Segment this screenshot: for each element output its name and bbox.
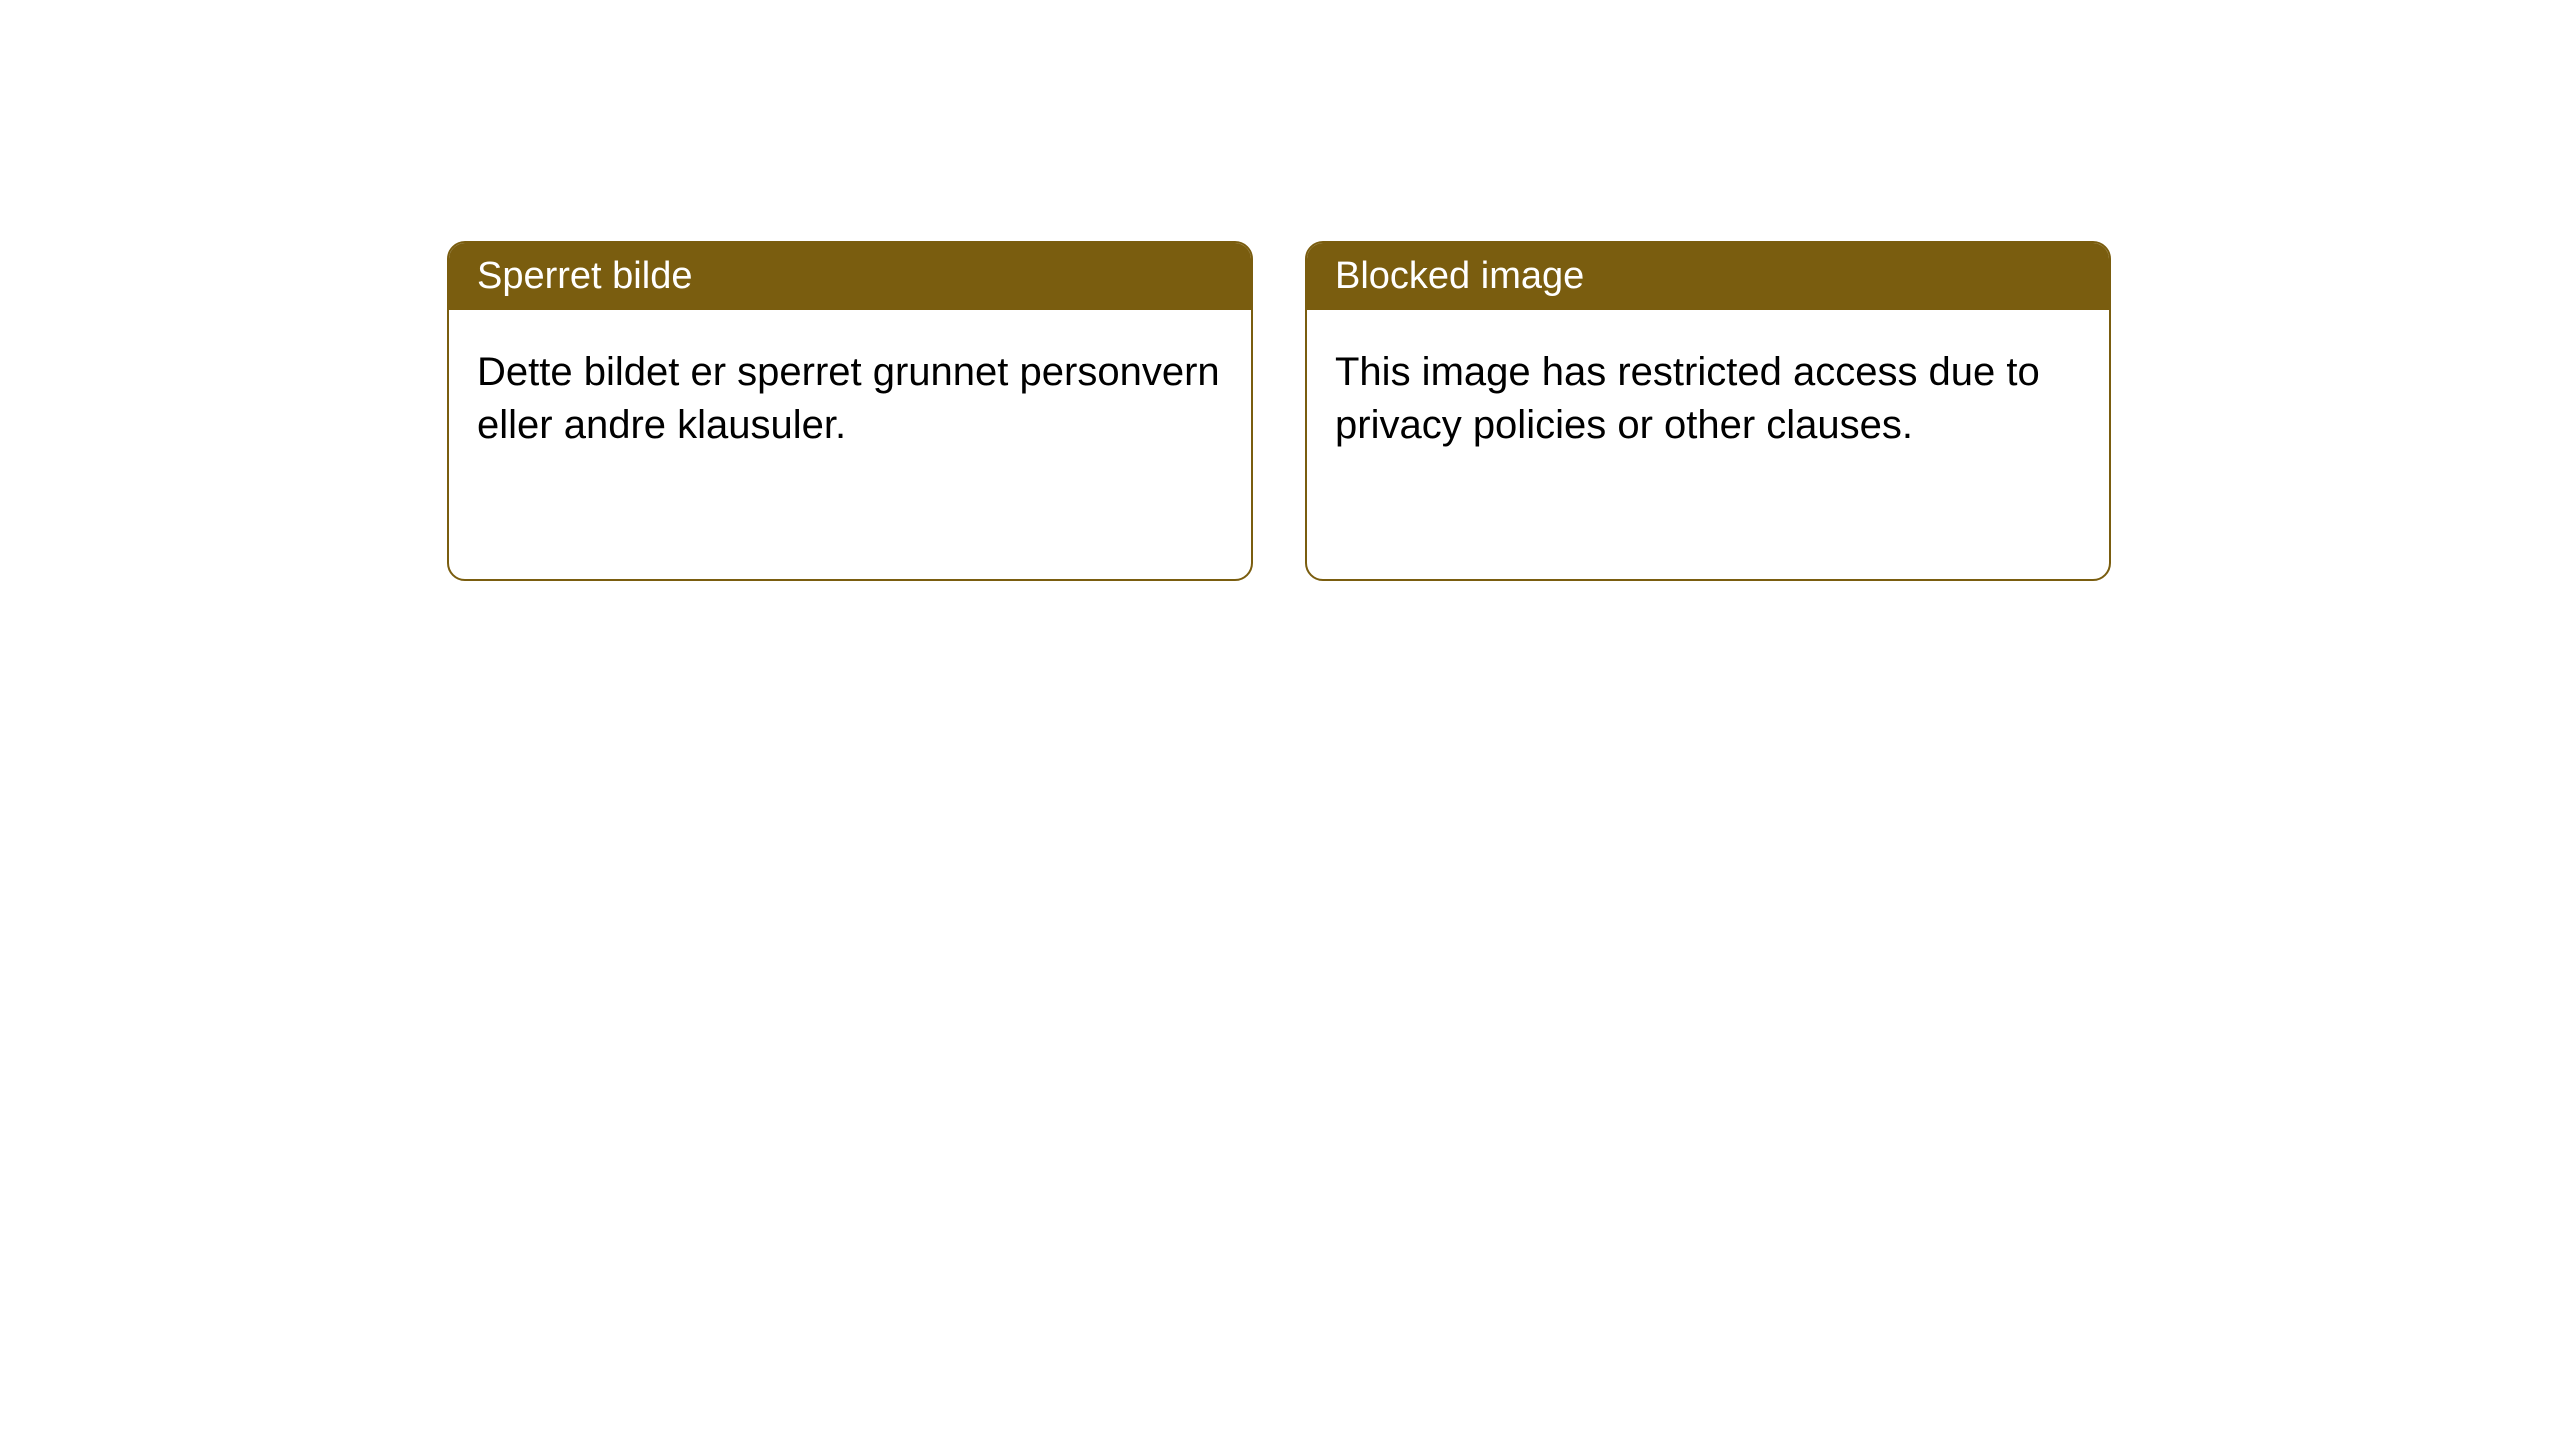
card-title-norwegian: Sperret bilde — [449, 243, 1251, 310]
card-body-english: This image has restricted access due to … — [1307, 310, 2109, 488]
card-title-english: Blocked image — [1307, 243, 2109, 310]
card-english: Blocked image This image has restricted … — [1305, 241, 2111, 581]
card-norwegian: Sperret bilde Dette bildet er sperret gr… — [447, 241, 1253, 581]
blocked-image-cards: Sperret bilde Dette bildet er sperret gr… — [447, 241, 2111, 581]
card-body-norwegian: Dette bildet er sperret grunnet personve… — [449, 310, 1251, 488]
